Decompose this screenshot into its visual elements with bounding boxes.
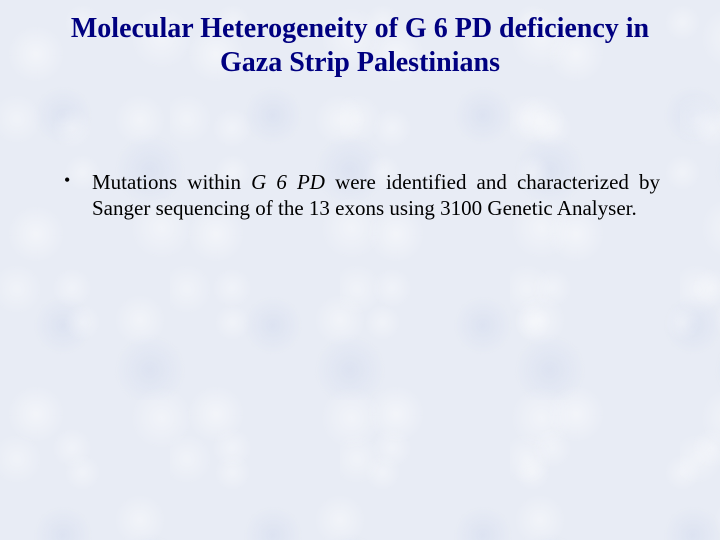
- slide: Molecular Heterogeneity of G 6 PD defici…: [0, 0, 720, 540]
- slide-title: Molecular Heterogeneity of G 6 PD defici…: [30, 12, 690, 79]
- title-line-1: Molecular Heterogeneity of G 6 PD defici…: [71, 13, 649, 44]
- bullet-text-pre: Mutations within: [92, 170, 251, 194]
- gene-name: G 6 PD: [251, 170, 325, 194]
- bullet-list: Mutations within G 6 PD were identified …: [30, 169, 690, 222]
- title-line-2: Gaza Strip Palestinians: [220, 47, 500, 78]
- list-item: Mutations within G 6 PD were identified …: [92, 169, 660, 222]
